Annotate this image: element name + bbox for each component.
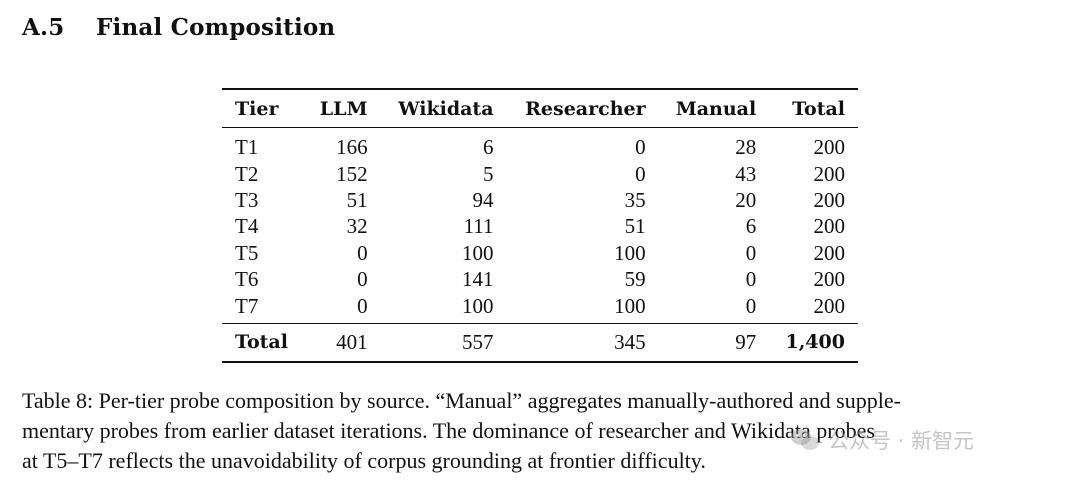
section-heading: A.5 Final Composition	[22, 14, 335, 41]
cell-manual: 0	[745, 240, 757, 265]
cell-tier: T2	[235, 161, 259, 186]
cell-llm: 166	[336, 135, 368, 160]
section-title: Final Composition	[96, 14, 336, 41]
cell-wikidata: 111	[463, 214, 494, 239]
header-total: Total	[792, 97, 845, 120]
section-number: A.5	[22, 14, 65, 41]
grand-total: 1,400	[785, 331, 846, 354]
table-row: T5 0 100 100 0 200	[222, 240, 858, 266]
total-llm: 401	[336, 329, 368, 354]
table-row: T6 0 141 59 0 200	[222, 266, 858, 292]
composition-table: Tier LLM Wikidata Researcher Manual Tota…	[222, 88, 858, 363]
cell-llm: 0	[357, 240, 368, 265]
cell-tier: T3	[235, 187, 259, 212]
total-researcher: 345	[614, 329, 646, 354]
table-caption: Table 8: Per-tier probe composition by s…	[22, 386, 1058, 476]
table-row: T2 152 5 0 43 200	[222, 160, 858, 186]
cell-llm: 152	[336, 161, 368, 186]
cell-total: 200	[813, 214, 846, 239]
caption-line: at T5–T7 reflects the unavoidability of …	[22, 448, 706, 473]
cell-tier: T1	[235, 135, 259, 160]
cell-llm: 51	[346, 187, 368, 212]
cell-manual: 43	[735, 161, 757, 186]
cell-llm: 0	[357, 267, 368, 292]
cell-manual: 0	[745, 293, 757, 318]
table-row: T4 32 111 51 6 200	[222, 213, 858, 239]
cell-total: 200	[813, 161, 846, 186]
cell-total: 200	[813, 135, 846, 160]
header-researcher: Researcher	[525, 97, 646, 120]
cell-wikidata: 94	[472, 187, 494, 212]
header-wikidata: Wikidata	[398, 97, 494, 120]
cell-llm: 0	[357, 293, 368, 318]
cell-wikidata: 6	[483, 135, 494, 160]
cell-manual: 6	[745, 214, 757, 239]
cell-total: 200	[813, 240, 846, 265]
cell-wikidata: 141	[462, 267, 494, 292]
cell-tier: T4	[235, 214, 259, 239]
table-totals-row: Total 401 557 345 97 1,400	[222, 323, 858, 362]
cell-total: 200	[813, 267, 846, 292]
cell-wikidata: 5	[483, 161, 494, 186]
cell-manual: 28	[735, 135, 757, 160]
cell-wikidata: 100	[462, 293, 494, 318]
table-header-row: Tier LLM Wikidata Researcher Manual Tota…	[222, 89, 858, 128]
table-row: T1 166 6 0 28 200	[222, 128, 858, 161]
header-manual: Manual	[675, 97, 757, 120]
cell-researcher: 51	[624, 214, 646, 239]
header-llm: LLM	[319, 97, 368, 120]
total-wikidata: 557	[462, 329, 494, 354]
cell-researcher: 0	[635, 135, 646, 160]
table-row: T3 51 94 35 20 200	[222, 187, 858, 213]
cell-total: 200	[813, 293, 846, 318]
cell-researcher: 0	[635, 161, 646, 186]
caption-line: Table 8: Per-tier probe composition by s…	[22, 388, 901, 413]
cell-manual: 0	[745, 267, 757, 292]
cell-researcher: 100	[614, 240, 646, 265]
cell-researcher: 100	[614, 293, 646, 318]
cell-tier: T5	[235, 240, 259, 265]
total-manual: 97	[735, 329, 757, 354]
cell-total: 200	[813, 187, 846, 212]
cell-wikidata: 100	[462, 240, 494, 265]
caption-line: mentary probes from earlier dataset iter…	[22, 418, 875, 443]
cell-manual: 20	[735, 187, 757, 212]
composition-table-container: Tier LLM Wikidata Researcher Manual Tota…	[222, 88, 858, 363]
header-tier: Tier	[235, 97, 279, 120]
cell-tier: T7	[235, 293, 259, 318]
table-row: T7 0 100 100 0 200	[222, 292, 858, 323]
cell-researcher: 59	[624, 267, 646, 292]
cell-researcher: 35	[624, 187, 646, 212]
totals-label: Total	[235, 331, 288, 354]
cell-llm: 32	[346, 214, 368, 239]
cell-tier: T6	[235, 267, 259, 292]
